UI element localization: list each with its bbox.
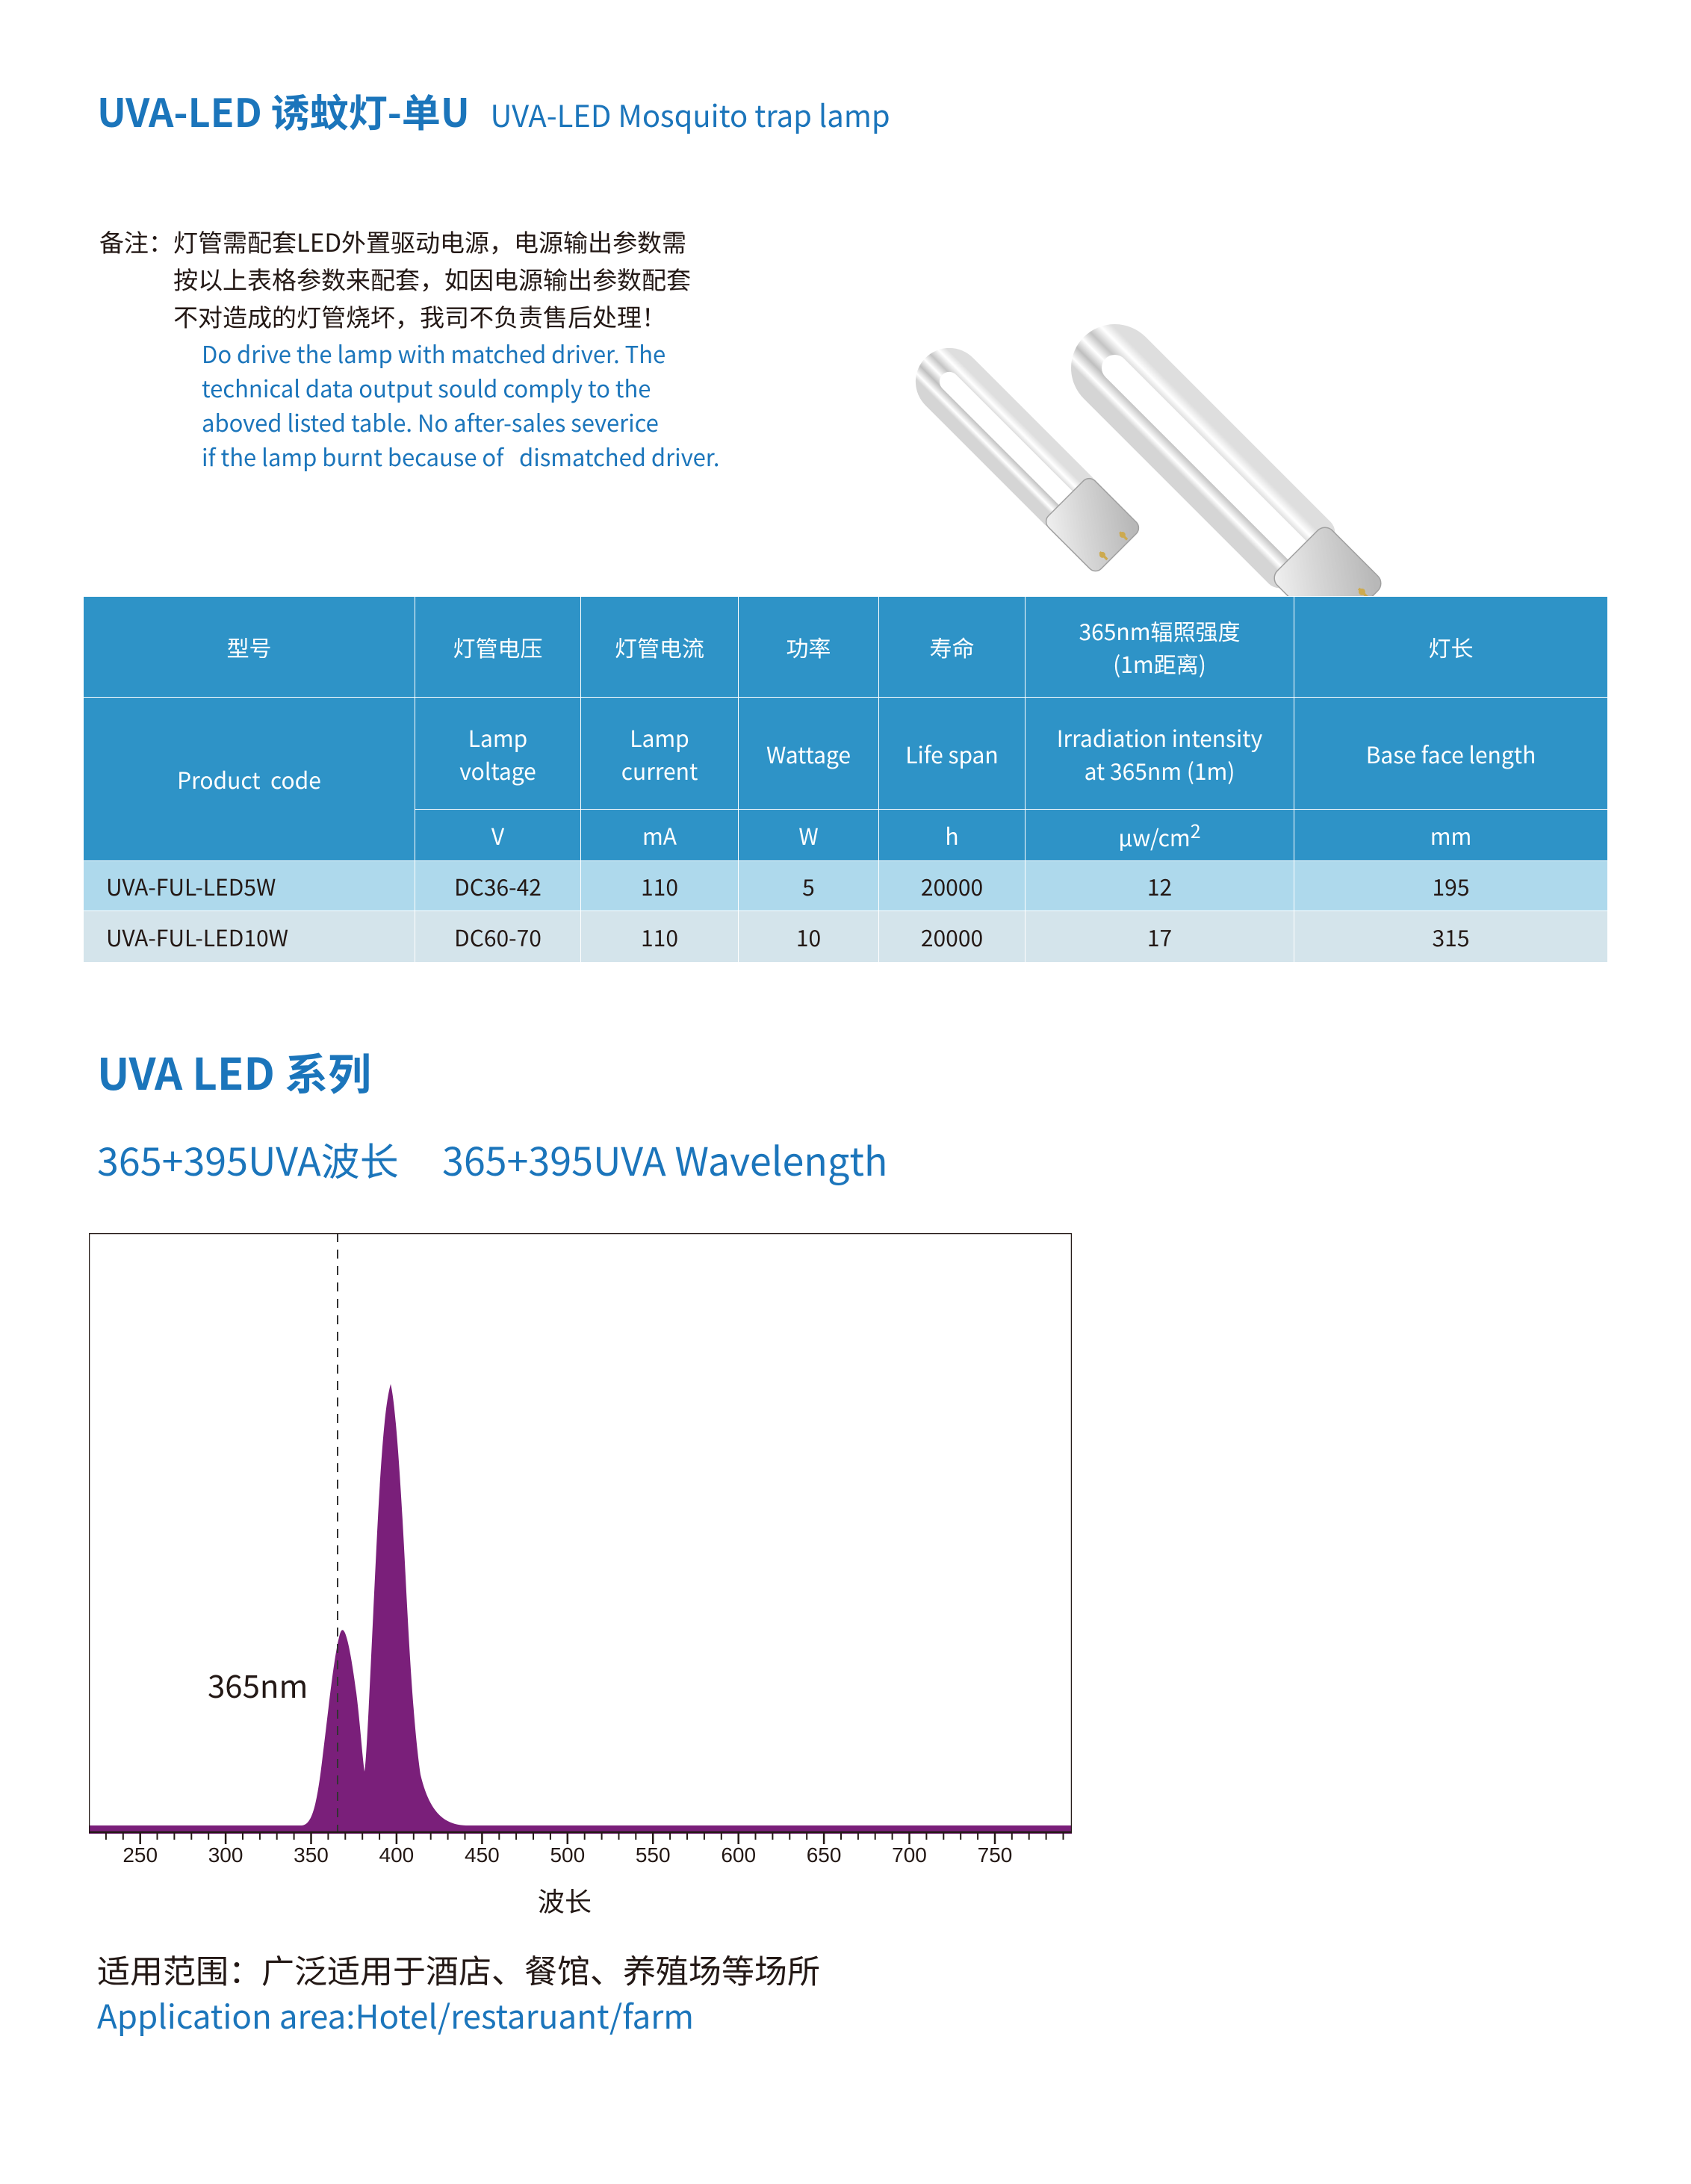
svg-text:500: 500 [550,1843,585,1867]
svg-text:450: 450 [465,1843,500,1867]
svg-text:350: 350 [294,1843,329,1867]
svg-text:750: 750 [978,1843,1013,1867]
svg-text:700: 700 [892,1843,927,1867]
svg-text:550: 550 [636,1843,671,1867]
svg-text:400: 400 [379,1843,415,1867]
svg-text:650: 650 [807,1843,842,1867]
svg-text:600: 600 [721,1843,756,1867]
svg-text:250: 250 [122,1843,158,1867]
svg-text:300: 300 [208,1843,243,1867]
